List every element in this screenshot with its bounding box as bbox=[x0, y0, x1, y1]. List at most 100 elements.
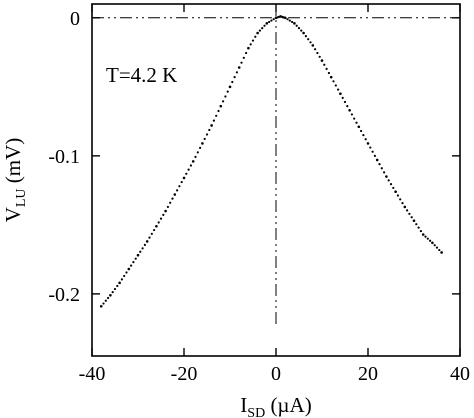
data-point bbox=[440, 251, 443, 254]
data-point-interp bbox=[337, 88, 340, 91]
data-point-interp bbox=[242, 56, 245, 59]
data-point-interp bbox=[406, 209, 409, 212]
data-point bbox=[182, 176, 186, 180]
data-point-interp bbox=[180, 180, 183, 184]
data-point-interp bbox=[222, 100, 225, 103]
data-point-interp bbox=[150, 232, 153, 235]
data-point bbox=[256, 31, 259, 35]
data-point-interp bbox=[435, 246, 439, 249]
data-point-interp bbox=[143, 243, 146, 246]
data-point bbox=[421, 233, 425, 236]
data-point-interp bbox=[194, 155, 197, 158]
data-point bbox=[385, 175, 388, 178]
data-point-interp bbox=[212, 119, 215, 122]
data-point bbox=[366, 142, 370, 145]
data-point bbox=[403, 205, 407, 209]
data-point-interp bbox=[304, 34, 307, 38]
data-point-interp bbox=[226, 90, 229, 93]
data-point-interp bbox=[153, 228, 156, 232]
data-point-interp bbox=[286, 18, 289, 21]
x-tick-label: 40 bbox=[450, 363, 470, 385]
data-point-interp bbox=[178, 185, 181, 188]
data-point-interp bbox=[401, 202, 404, 205]
data-point-interp bbox=[429, 239, 432, 242]
data-point-interp bbox=[235, 71, 238, 74]
data-point-interp bbox=[396, 194, 399, 197]
data-point bbox=[339, 92, 342, 96]
data-point-interp bbox=[268, 20, 271, 24]
data-point-interp bbox=[323, 63, 326, 66]
data-point-interp bbox=[169, 201, 172, 204]
data-point-interp bbox=[224, 95, 227, 98]
data-point-interp bbox=[205, 133, 209, 136]
data-point-interp bbox=[341, 96, 344, 99]
data-point-interp bbox=[371, 150, 374, 153]
data-point-interp bbox=[245, 51, 248, 55]
data-point-interp bbox=[139, 250, 142, 253]
data-point-interp bbox=[113, 287, 117, 291]
y-tick-label: -0.1 bbox=[48, 146, 80, 168]
data-point-interp bbox=[314, 48, 317, 51]
x-tick-label: 0 bbox=[271, 363, 281, 385]
data-point-interp bbox=[419, 229, 422, 233]
data-point bbox=[201, 142, 204, 145]
data-point-interp bbox=[141, 247, 144, 250]
data-point-interp bbox=[104, 299, 107, 302]
data-point-interp bbox=[171, 197, 174, 200]
axis-ticks: -40 -20 0 20 40 0 -0.1 -0.2 bbox=[48, 4, 470, 385]
data-point-interp bbox=[325, 67, 328, 70]
data-point-interp bbox=[346, 105, 349, 108]
x-tick-label: 20 bbox=[358, 363, 378, 385]
data-point-interp bbox=[130, 264, 133, 267]
data-point bbox=[155, 224, 158, 228]
data-point-interp bbox=[254, 35, 257, 38]
data-point bbox=[173, 193, 177, 196]
y-tick-label: 0 bbox=[70, 8, 80, 30]
data-point-interp bbox=[217, 109, 220, 113]
data-point-interp bbox=[123, 274, 126, 278]
data-point-interp bbox=[380, 167, 383, 170]
data-point bbox=[164, 209, 167, 213]
data-point bbox=[375, 158, 379, 162]
data-point-interp bbox=[426, 237, 429, 240]
data-point-interp bbox=[148, 236, 151, 239]
data-point bbox=[99, 305, 103, 308]
data-point bbox=[302, 31, 305, 35]
data-point-interp bbox=[125, 271, 128, 274]
data-point-interp bbox=[240, 61, 243, 64]
x-tick-label: -20 bbox=[171, 363, 198, 385]
data-point-interp bbox=[272, 18, 275, 21]
data-point-interp bbox=[102, 302, 105, 305]
data-point-interp bbox=[189, 164, 192, 167]
data-point-interp bbox=[438, 248, 441, 252]
data-point bbox=[265, 22, 269, 25]
data-point-interp bbox=[203, 137, 206, 141]
data-point-interp bbox=[261, 27, 264, 30]
data-point-interp bbox=[134, 257, 137, 260]
data-point-interp bbox=[327, 71, 330, 75]
data-point-interp bbox=[353, 117, 356, 120]
data-point-interp bbox=[111, 291, 114, 294]
annotation-temperature: T=4.2 K bbox=[106, 63, 177, 87]
data-point-interp bbox=[355, 121, 358, 124]
data-point-interp bbox=[415, 223, 418, 226]
data-point bbox=[394, 190, 397, 194]
data-point-interp bbox=[159, 217, 163, 220]
data-point-interp bbox=[263, 24, 266, 27]
data-point bbox=[311, 44, 315, 47]
data-point-interp bbox=[199, 146, 202, 150]
data-point bbox=[320, 59, 324, 62]
data-point-interp bbox=[350, 113, 353, 116]
data-point-interp bbox=[249, 43, 252, 46]
data-point-interp bbox=[251, 39, 255, 42]
data-point-interp bbox=[433, 244, 436, 247]
data-point-interp bbox=[360, 129, 363, 133]
data-point-interp bbox=[309, 41, 312, 44]
data-point-interp bbox=[332, 80, 335, 83]
data-point-interp bbox=[399, 198, 402, 201]
data-point-interp bbox=[307, 38, 310, 41]
data-point-interp bbox=[132, 261, 135, 264]
data-point-interp bbox=[362, 134, 365, 137]
data-point-interp bbox=[389, 183, 393, 186]
